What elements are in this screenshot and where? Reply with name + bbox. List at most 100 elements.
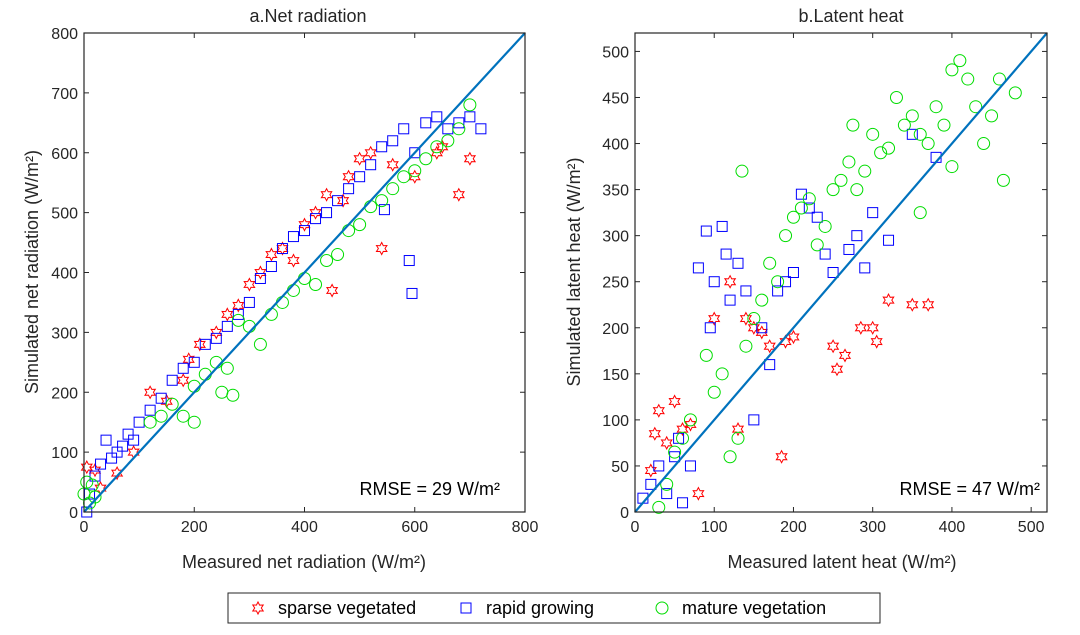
data-point	[740, 285, 752, 297]
data-point	[747, 320, 760, 335]
data-point	[676, 431, 690, 445]
data-point	[818, 219, 832, 233]
legend-item: rapid growing	[460, 598, 594, 618]
data-point	[309, 277, 323, 291]
x-axis-label: Measured net radiation (W/m²)	[182, 552, 426, 572]
data-point	[652, 500, 666, 514]
legend-marker	[460, 602, 472, 614]
data-point	[906, 128, 918, 140]
data-point	[830, 362, 844, 377]
data-point	[144, 385, 157, 400]
data-point	[723, 450, 737, 464]
y-tick-label: 200	[602, 321, 629, 338]
data-point	[321, 207, 333, 219]
data-point	[165, 397, 179, 411]
data-point	[786, 210, 800, 224]
data-point	[739, 311, 753, 326]
data-point	[436, 139, 449, 154]
data-point	[772, 285, 784, 297]
data-point	[905, 109, 919, 123]
data-point	[287, 231, 299, 243]
y-tick-label: 150	[602, 367, 629, 384]
data-point	[779, 334, 792, 349]
data-point	[397, 170, 411, 184]
data-point	[802, 192, 816, 206]
data-point	[882, 141, 896, 155]
data-point	[748, 414, 760, 426]
data-point	[882, 293, 895, 308]
data-point	[858, 164, 872, 178]
one-to-one-line	[83, 32, 526, 513]
data-point	[756, 322, 768, 334]
data-point	[842, 155, 856, 169]
data-point	[827, 267, 839, 278]
data-point	[254, 265, 267, 280]
data-point	[794, 201, 808, 215]
x-tick-label: 400	[939, 519, 966, 536]
data-point	[210, 325, 223, 340]
data-point	[723, 274, 737, 289]
x-axis-label: Measured latent heat (W/m²)	[727, 552, 956, 572]
x-tick-label: 200	[780, 519, 807, 536]
data-point	[88, 490, 102, 504]
data-point	[660, 477, 674, 491]
x-tick-label: 0	[631, 519, 640, 536]
y-tick-label: 100	[602, 413, 629, 430]
data-point	[398, 123, 410, 135]
data-point	[945, 160, 959, 174]
data-point	[386, 182, 400, 196]
data-point	[715, 367, 729, 381]
data-point	[851, 230, 863, 242]
data-point	[453, 117, 465, 129]
data-point	[653, 460, 665, 472]
data-point	[731, 431, 745, 445]
data-point	[889, 90, 903, 104]
data-point	[265, 247, 278, 262]
data-point	[834, 173, 848, 187]
data-point	[1008, 86, 1022, 100]
data-point	[143, 415, 157, 429]
data-point	[684, 417, 697, 432]
data-point	[375, 241, 388, 256]
data-point	[365, 159, 377, 171]
series-mature-vegetation	[652, 54, 1022, 514]
legend-label: rapid growing	[486, 598, 594, 618]
y-tick-label: 800	[51, 26, 78, 43]
data-point	[188, 356, 200, 368]
data-point	[764, 359, 776, 371]
data-point	[660, 435, 673, 450]
x-tick-label: 600	[401, 519, 428, 536]
data-point	[95, 458, 107, 470]
data-point	[683, 413, 697, 427]
data-point	[700, 225, 712, 237]
data-point	[310, 213, 322, 225]
data-point	[403, 255, 415, 267]
data-point	[276, 243, 288, 255]
data-point	[961, 72, 975, 86]
data-point	[100, 434, 112, 446]
data-point	[644, 463, 657, 478]
data-point	[336, 193, 350, 208]
y-tick-label: 50	[611, 459, 629, 476]
data-point	[215, 385, 229, 399]
series-rapid-growing	[637, 128, 942, 509]
legend-box	[227, 592, 881, 624]
data-point	[88, 463, 102, 478]
x-tick-label: 800	[512, 519, 539, 536]
data-point	[177, 373, 190, 388]
data-point	[106, 452, 118, 464]
data-point	[122, 428, 134, 440]
data-point	[265, 261, 277, 273]
data-point	[441, 134, 455, 148]
data-point	[977, 137, 991, 151]
one-to-one-line	[634, 32, 1048, 513]
data-point	[342, 169, 355, 184]
data-point	[144, 404, 156, 416]
rmse-annotation: RMSE = 29 W/m²	[359, 479, 500, 499]
axes-frame	[634, 32, 1048, 513]
data-point	[866, 127, 880, 141]
data-point	[937, 118, 951, 132]
data-point	[859, 262, 871, 274]
data-point	[452, 187, 465, 202]
